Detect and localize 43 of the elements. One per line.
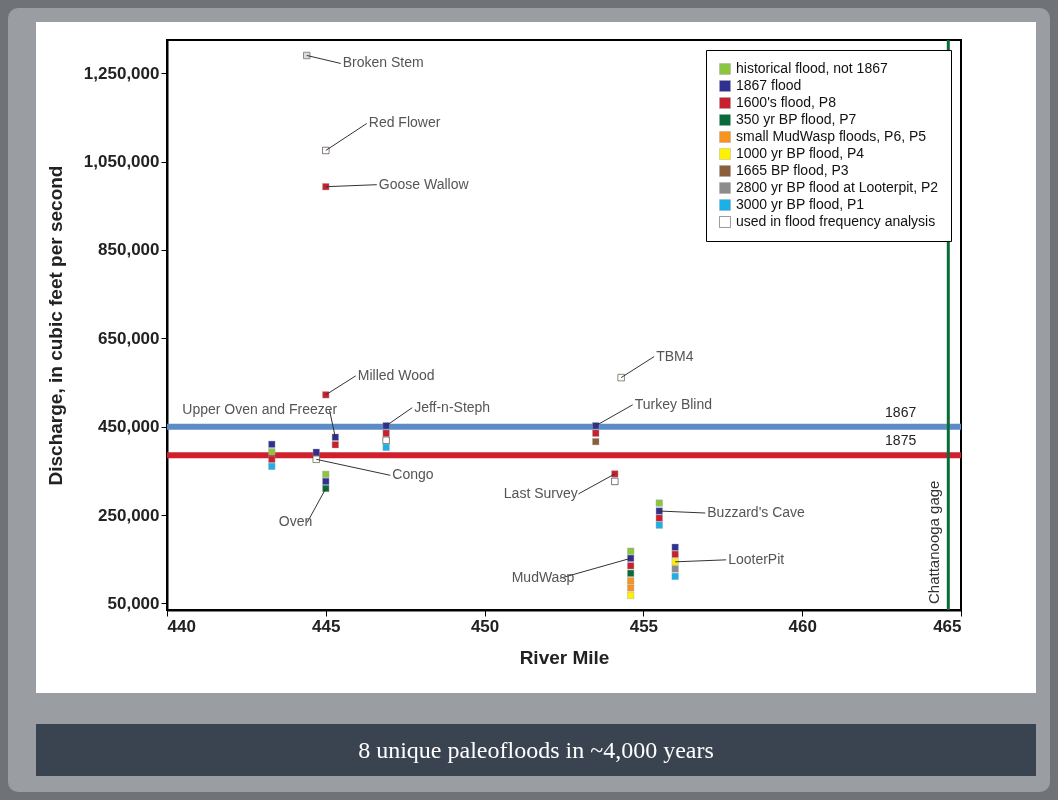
legend-label: used in flood frequency analysis: [736, 213, 936, 229]
legend-label: 3000 yr BP flood, P1: [736, 196, 865, 212]
annotation: MudWasp: [511, 569, 575, 586]
x-tick-label: 440: [167, 616, 196, 636]
y-axis-title: Discharge, in cubic feet per second: [44, 165, 66, 486]
y-tick-label: 50,000: [107, 593, 160, 613]
x-tick-label: 445: [312, 616, 341, 636]
x-tick-label: 465: [933, 616, 962, 636]
annotation: Jeff-n-Steph: [414, 398, 491, 415]
annotation: Goose Wallow: [378, 175, 470, 192]
legend-label: 350 yr BP flood, P7: [736, 111, 857, 127]
annotation: Oven: [278, 513, 313, 530]
annotation: Milled Wood: [357, 366, 435, 383]
annotation: 1875: [885, 432, 917, 449]
annotation: Broken Stem: [342, 54, 424, 71]
annotation: LooterPit: [728, 550, 785, 567]
legend-label: historical flood, not 1867: [736, 60, 888, 76]
annotation: TBM4: [656, 347, 694, 364]
legend-label: 1600's flood, P8: [736, 94, 837, 110]
x-tick-label: 460: [788, 616, 817, 636]
annotation: Red Flower: [368, 114, 441, 131]
y-tick-label: 450,000: [98, 417, 160, 437]
x-tick-label: 455: [629, 616, 659, 636]
legend-label: 1665 BP flood, P3: [736, 162, 849, 178]
legend-label: 1867 flood: [736, 77, 802, 93]
annotation: Turkey Blind: [634, 395, 713, 412]
annotation: Buzzard's Cave: [707, 504, 806, 521]
y-tick-label: 1,050,000: [83, 152, 160, 172]
y-tick-label: 650,000: [98, 328, 160, 348]
ref-line-label: Chattanooga gage: [925, 480, 943, 604]
y-tick-label: 250,000: [98, 505, 160, 525]
text: 8 unique paleofloods in ~4,000 years: [36, 724, 1036, 776]
annotation: Congo: [392, 466, 434, 483]
annotation: Last Survey: [503, 484, 578, 501]
annotation: Upper Oven and Freezer: [182, 401, 338, 418]
legend-label: small MudWasp floods, P6, P5: [736, 128, 927, 144]
y-tick-label: 1,250,000: [83, 63, 160, 83]
x-axis-title: River Mile: [519, 646, 610, 668]
legend-label: 2800 yr BP flood at Looterpit, P2: [736, 179, 939, 195]
y-tick-label: 850,000: [98, 240, 160, 260]
annotation: 1867: [885, 403, 917, 420]
legend-label: 1000 yr BP flood, P4: [736, 145, 865, 161]
x-tick-label: 450: [470, 616, 500, 636]
